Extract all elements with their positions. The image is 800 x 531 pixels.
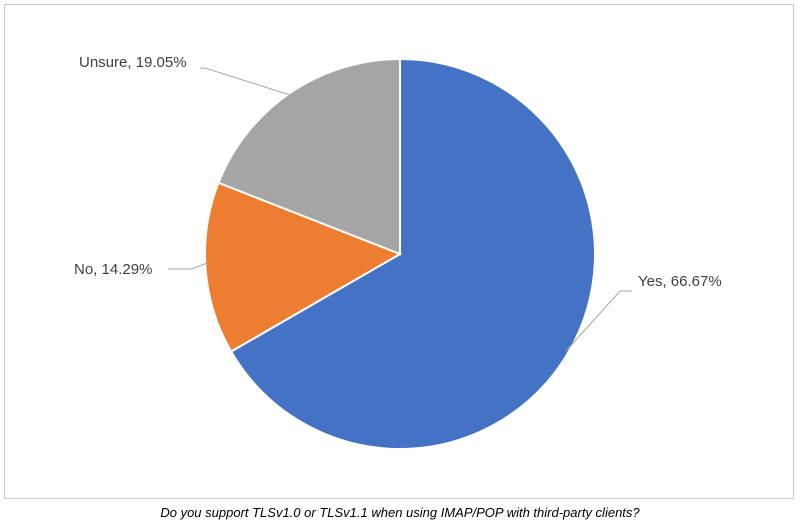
data-label-no: No, 14.29% <box>74 261 152 278</box>
pie-slice-unsure <box>217 57 401 256</box>
pie-chart: Yes, 66.67% No, 14.29% Unsure, 19.05% <box>74 54 722 450</box>
leader-line-yes <box>565 290 632 352</box>
pie-slice-no <box>204 181 403 353</box>
data-label-unsure: Unsure, 19.05% <box>79 54 187 71</box>
leader-line-unsure <box>200 67 291 96</box>
slices-layer <box>204 57 596 450</box>
pie-slice-yes <box>229 57 596 450</box>
data-label-yes: Yes, 66.67% <box>638 273 722 290</box>
leader-line-no <box>168 262 208 270</box>
chart-caption: Do you support TLSv1.0 or TLSv1.1 when u… <box>160 505 640 520</box>
